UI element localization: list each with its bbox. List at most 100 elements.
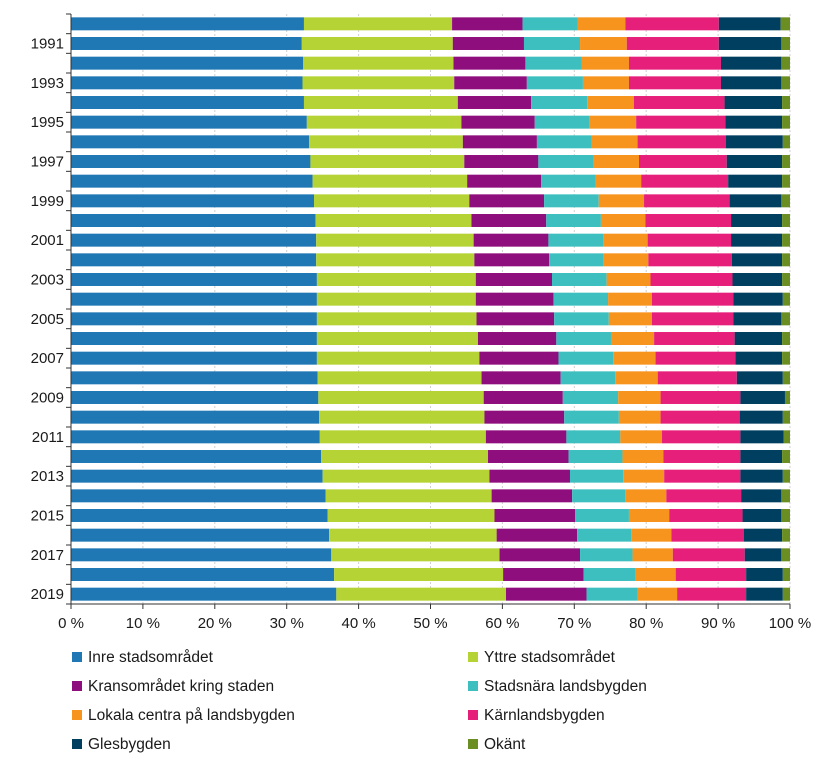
bar-segment-glesbygden-2003 [732, 273, 783, 286]
bar-segment-stadsnara-landsbygden-2002 [549, 253, 604, 267]
bar-segment-inre-stadsomradet-2016 [71, 528, 330, 542]
bar-segment-okant-1991 [781, 37, 790, 50]
bar-segment-yttre-stadsomradet-2015 [327, 509, 495, 522]
bar-segment-karnlandsbygden-2012 [663, 450, 741, 463]
bar-segment-yttre-stadsomradet-1991 [301, 37, 453, 50]
bar-segment-inre-stadsomradet-2005 [71, 312, 317, 326]
bar-segment-stadsnara-landsbygden-1996 [536, 135, 592, 149]
bar-segment-lokala-centra-pa-landsbygden-2000 [600, 214, 646, 227]
bar-segment-lokala-centra-pa-landsbygden-2012 [622, 450, 664, 463]
bar-segment-inre-stadsomradet-2015 [71, 509, 328, 522]
bar-segment-karnlandsbygden-1999 [644, 194, 730, 208]
bar-segment-stadsnara-landsbygden-1990 [522, 17, 578, 31]
bar-segment-karnlandsbygden-2008 [657, 371, 737, 385]
bar-segment-okant-2001 [782, 233, 790, 247]
bar-segment-glesbygden-2019 [746, 587, 783, 601]
bar-segment-glesbygden-2005 [733, 312, 782, 326]
y-tick-label: 1997 [31, 154, 64, 171]
bar-segment-glesbygden-1996 [726, 135, 783, 149]
bar-segment-okant-2009 [784, 391, 790, 404]
bar-segment-lokala-centra-pa-landsbygden-2016 [631, 528, 672, 542]
bar-segment-stadsnara-landsbygden-1992 [525, 56, 582, 70]
y-tick-label: 1999 [31, 193, 64, 210]
bar-segment-glesbygden-2004 [733, 292, 783, 306]
bars [71, 17, 790, 601]
x-tick-label: 50 % [413, 615, 447, 632]
bar-segment-karnlandsbygden-2004 [651, 292, 734, 306]
bar-segment-yttre-stadsomradet-2002 [316, 253, 475, 267]
bar-segment-yttre-stadsomradet-2014 [325, 489, 492, 503]
bar-segment-kransomradet-kring-staden-2004 [475, 292, 554, 306]
bar-segment-yttre-stadsomradet-2001 [316, 233, 474, 247]
bar-segment-karnlandsbygden-2006 [654, 332, 735, 345]
bar-segment-okant-1996 [782, 135, 790, 149]
bar-segment-inre-stadsomradet-2000 [71, 214, 316, 227]
bar-segment-glesbygden-2009 [740, 391, 785, 404]
bar-segment-glesbygden-2011 [740, 430, 784, 444]
bar-segment-lokala-centra-pa-landsbygden-1993 [582, 76, 629, 90]
bar-segment-glesbygden-1990 [718, 17, 781, 31]
bar-segment-okant-1995 [782, 115, 790, 129]
bar-segment-okant-2014 [781, 489, 790, 503]
bar-segment-yttre-stadsomradet-2016 [329, 528, 497, 542]
bar-segment-glesbygden-2013 [740, 469, 783, 483]
bar-segment-glesbygden-2001 [731, 233, 783, 247]
bar-segment-okant-2003 [782, 273, 790, 286]
legend-label-lokala-centra-pa-landsbygden: Lokala centra på landsbygden [88, 707, 295, 724]
bar-segment-stadsnara-landsbygden-2019 [586, 587, 638, 601]
legend-swatch-glesbygden [72, 739, 82, 749]
bar-segment-karnlandsbygden-1994 [633, 96, 725, 109]
bar-segment-yttre-stadsomradet-1996 [308, 135, 463, 149]
bar-segment-inre-stadsomradet-2018 [71, 568, 335, 581]
bar-segment-okant-1998 [782, 174, 790, 188]
x-tick-label: 30 % [270, 615, 304, 632]
bar-segment-karnlandsbygden-2018 [675, 568, 747, 581]
bar-segment-stadsnara-landsbygden-2014 [572, 489, 626, 503]
bar-segment-stadsnara-landsbygden-1994 [531, 96, 588, 109]
bar-segment-glesbygden-2000 [731, 214, 783, 227]
bar-segment-karnlandsbygden-1992 [628, 56, 721, 70]
y-tick-label: 1993 [31, 75, 64, 92]
bar-segment-okant-2017 [781, 548, 790, 562]
bar-segment-yttre-stadsomradet-2012 [321, 450, 489, 463]
bar-segment-kransomradet-kring-staden-2002 [474, 253, 550, 267]
y-tick-label: 2007 [31, 350, 64, 367]
bar-segment-okant-2004 [782, 292, 790, 306]
bar-segment-karnlandsbygden-2002 [648, 253, 732, 267]
y-tick-label: 2017 [31, 547, 64, 564]
bar-segment-kransomradet-kring-staden-2015 [494, 509, 576, 522]
bar-segment-stadsnara-landsbygden-2015 [575, 509, 629, 522]
bar-segment-kransomradet-kring-staden-2010 [484, 410, 565, 424]
bar-segment-inre-stadsomradet-2013 [71, 469, 323, 483]
y-tick-label: 2003 [31, 272, 64, 289]
bar-segment-okant-2012 [782, 450, 790, 463]
bar-segment-inre-stadsomradet-2012 [71, 450, 322, 463]
bar-segment-lokala-centra-pa-landsbygden-1991 [580, 37, 627, 50]
bar-segment-stadsnara-landsbygden-1998 [541, 174, 596, 188]
legend-swatch-inre-stadsomradet [72, 652, 82, 662]
y-tick-label: 2013 [31, 468, 64, 485]
bar-segment-karnlandsbygden-2007 [655, 351, 736, 365]
bar-segment-inre-stadsomradet-2007 [71, 351, 317, 365]
x-tick-label: 10 % [126, 615, 160, 632]
bar-segment-kransomradet-kring-staden-2006 [477, 332, 557, 345]
legend-label-inre-stadsomradet: Inre stadsområdet [88, 649, 214, 666]
y-tick-label: 2001 [31, 232, 64, 249]
bar-segment-okant-1994 [782, 96, 790, 109]
bar-segment-glesbygden-1997 [726, 155, 783, 168]
bar-segment-yttre-stadsomradet-2017 [331, 548, 500, 562]
bar-segment-inre-stadsomradet-1995 [71, 115, 307, 129]
bar-segment-yttre-stadsomradet-2009 [318, 391, 484, 404]
bar-segment-glesbygden-2015 [742, 509, 782, 522]
bar-segment-lokala-centra-pa-landsbygden-1992 [581, 56, 629, 70]
bar-segment-yttre-stadsomradet-1990 [303, 17, 453, 31]
bar-segment-karnlandsbygden-1997 [639, 155, 727, 168]
bar-segment-karnlandsbygden-2014 [666, 489, 742, 503]
bar-segment-kransomradet-kring-staden-2000 [471, 214, 547, 227]
bar-segment-lokala-centra-pa-landsbygden-1995 [589, 115, 637, 129]
bar-segment-karnlandsbygden-2015 [669, 509, 743, 522]
bar-segment-inre-stadsomradet-2001 [71, 233, 317, 247]
bar-segment-yttre-stadsomradet-2011 [319, 430, 486, 444]
bar-segment-kransomradet-kring-staden-1998 [467, 174, 542, 188]
